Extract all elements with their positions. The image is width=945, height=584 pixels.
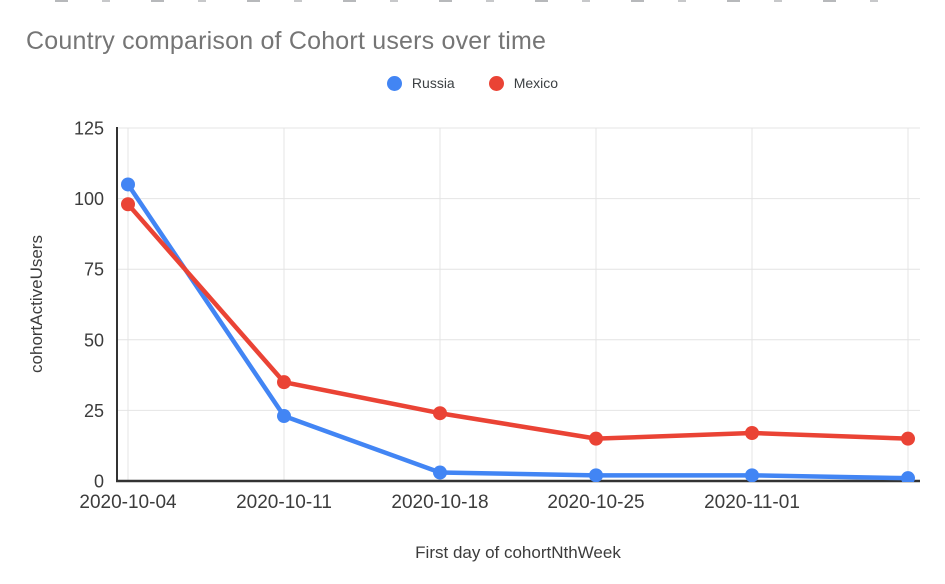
data-point-russia-3 (589, 468, 603, 482)
y-tick-label: 25 (84, 401, 104, 421)
x-tick-label: 2020-11-01 (704, 492, 800, 513)
x-tick-label: 2020-10-18 (391, 492, 488, 513)
x-tick-label: 2020-10-25 (547, 492, 644, 513)
y-axis-title: cohortActiveUsers (27, 235, 46, 373)
cropped-content-remnant (55, 0, 910, 2)
tick-labels: 0 25 50 75 100 125 2020-10-04 2020-10-11 2020-10… (74, 119, 800, 514)
x-tick-label: 2020-10-11 (236, 492, 332, 513)
legend-item-russia: Russia (386, 75, 455, 91)
y-tick-label: 75 (84, 260, 104, 280)
legend-marker-mexico (488, 76, 504, 91)
legend-label: Mexico (513, 75, 559, 91)
data-point-mexico-2 (433, 406, 447, 421)
y-tick-label: 0 (94, 472, 104, 492)
y-tick-label: 100 (74, 189, 104, 209)
data-point-mexico-3 (589, 431, 603, 446)
data-point-mexico-4 (745, 425, 759, 440)
chart-legend: Russia Mexico (0, 76, 945, 91)
data-point-russia-1 (277, 409, 291, 424)
data-point-russia-5 (901, 471, 915, 482)
chart-title: Country comparison of Cohort users over … (26, 27, 547, 55)
series-line-russia (125, 182, 911, 481)
axis-lines (116, 127, 920, 483)
series-layer (121, 177, 915, 482)
legend-label: Russia (411, 75, 455, 91)
x-tick-label: 2020-10-04 (79, 492, 177, 513)
data-point-mexico-5 (901, 431, 915, 446)
legend-item-mexico: Mexico (488, 75, 559, 91)
data-point-russia-0 (121, 177, 135, 192)
y-tick-label: 50 (84, 330, 104, 350)
data-point-mexico-1 (277, 375, 291, 390)
data-point-mexico-0 (121, 197, 135, 212)
series-mexico (121, 197, 915, 446)
legend-marker-russia (386, 76, 402, 91)
series-russia (121, 177, 915, 482)
series-line-mexico (125, 201, 911, 441)
x-axis-title: First day of cohortNthWeek (415, 543, 621, 562)
y-tick-label: 125 (74, 119, 104, 139)
data-point-russia-2 (433, 465, 447, 480)
data-point-russia-4 (745, 468, 759, 482)
